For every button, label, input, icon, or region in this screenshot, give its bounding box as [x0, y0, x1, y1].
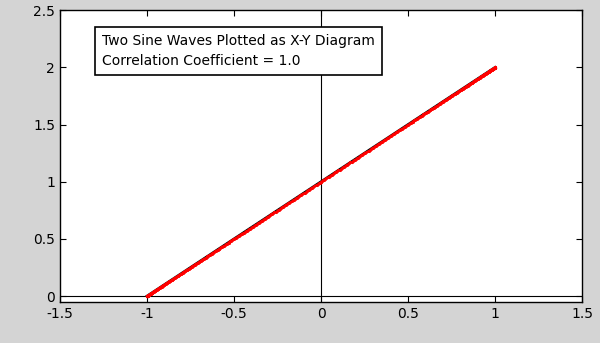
Text: Two Sine Waves Plotted as X-Y Diagram
Correlation Coefficient = 1.0: Two Sine Waves Plotted as X-Y Diagram Co… [102, 34, 374, 68]
